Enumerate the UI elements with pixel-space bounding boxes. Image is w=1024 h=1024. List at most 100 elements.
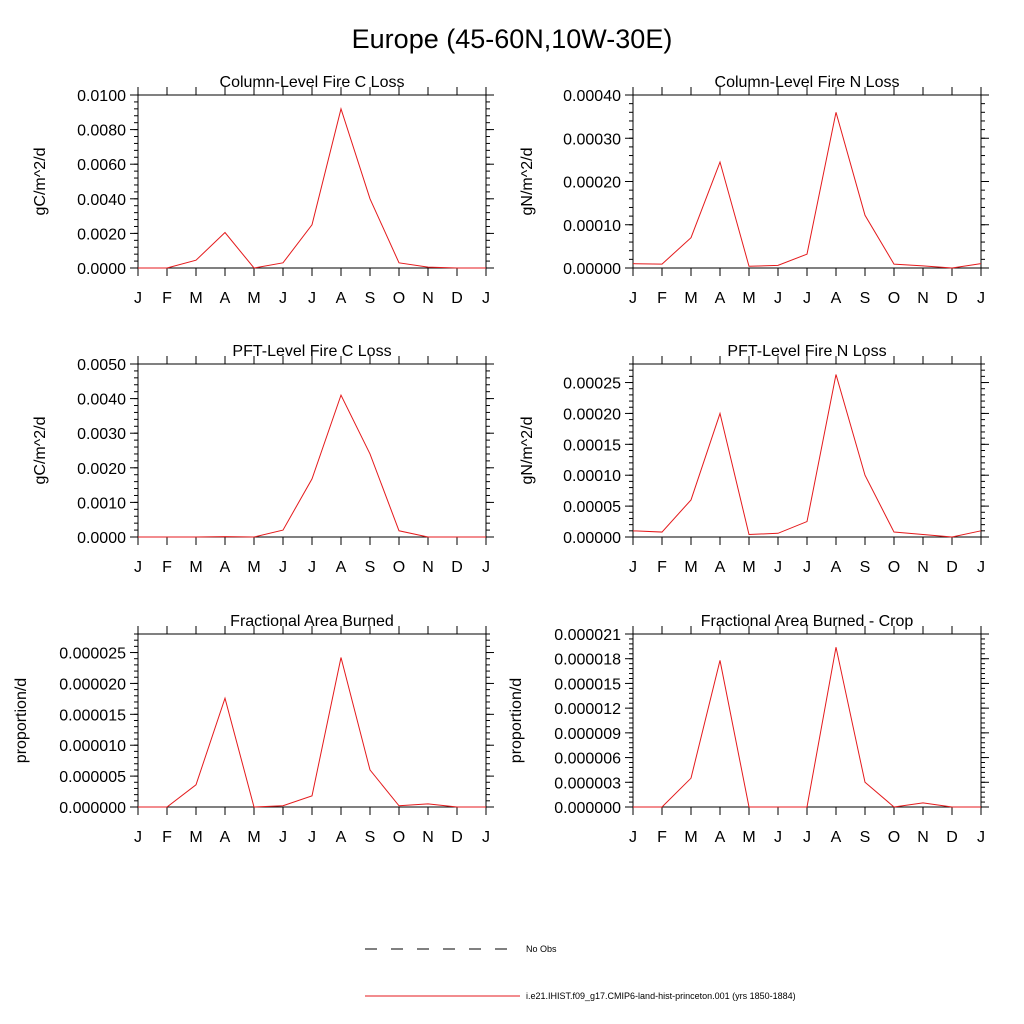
x-tick-label: M [189,829,202,846]
x-tick-label: O [888,559,900,576]
x-tick-label: S [365,559,376,576]
x-tick-label: D [946,559,958,576]
y-tick-label: 0.000025 [59,646,126,663]
x-tick-label: N [422,829,434,846]
y-tick-label: 0.0030 [77,426,126,443]
y-tick-label: 0.000021 [554,627,621,644]
series-line [632,112,982,269]
x-tick-label: J [977,829,985,846]
chart-panel: Column-Level Fire C Loss 0.0000 0.0020 0.00… [32,74,494,307]
x-tick-label: A [220,290,231,307]
chart-title: Column-Level Fire N Loss [715,74,900,91]
x-tick-label: O [888,290,900,307]
x-tick-label: J [134,290,142,307]
y-tick-label: 0.0000 [77,530,126,547]
y-tick-label: 0.00010 [563,468,621,485]
x-tick-label: J [279,290,287,307]
x-tick-label: A [831,559,842,576]
y-tick-label: 0.00005 [563,499,621,516]
x-tick-label: D [451,559,463,576]
y-axis-label: gN/m^2/d [519,417,536,485]
series-line [138,657,486,808]
chart-title: Fractional Area Burned - Crop [701,613,914,630]
y-tick-label: 0.00010 [563,218,621,235]
x-tick-label: D [946,290,958,307]
x-tick-label: F [162,829,172,846]
y-tick-label: 0.000012 [554,701,621,718]
x-tick-label: A [220,559,231,576]
x-tick-label: J [977,290,985,307]
y-tick-label: 0.000009 [554,726,621,743]
x-tick-label: J [308,559,316,576]
x-tick-label: J [629,559,637,576]
y-tick-label: 0.000020 [59,676,126,693]
chart-panel: Fractional Area Burned 0.000000 0.000005 0.… [13,613,494,846]
y-tick-label: 0.0040 [77,192,126,209]
x-tick-label: M [684,559,697,576]
x-tick-label: S [860,829,871,846]
x-tick-label: M [247,829,260,846]
x-tick-label: O [393,559,405,576]
series-line [633,647,981,808]
y-tick-label: 0.00025 [563,376,621,393]
y-tick-label: 0.0100 [77,88,126,105]
series-line [138,393,486,538]
x-tick-label: J [308,829,316,846]
x-tick-label: A [831,829,842,846]
x-tick-label: M [684,290,697,307]
plot-frame [632,363,982,538]
chart-panels: Column-Level Fire C Loss 0.0000 0.0020 0.00… [13,74,989,846]
x-tick-label: A [715,290,726,307]
x-tick-label: D [946,829,958,846]
x-tick-label: J [629,829,637,846]
x-tick-label: M [247,290,260,307]
y-tick-label: 0.0080 [77,123,126,140]
x-tick-label: N [422,290,434,307]
x-tick-label: J [482,559,490,576]
y-tick-label: 0.00015 [563,437,621,454]
y-tick-label: 0.00000 [563,530,621,547]
figure-title: Europe (45-60N,10W-30E) [352,24,673,54]
chart-title: PFT-Level Fire N Loss [727,343,886,360]
x-tick-label: J [279,559,287,576]
x-tick-label: M [684,829,697,846]
plot-frame [137,94,487,269]
y-tick-label: 0.000003 [554,775,621,792]
y-tick-label: 0.000015 [554,676,621,693]
y-tick-label: 0.00020 [563,406,621,423]
x-tick-label: N [422,559,434,576]
plot-frame [137,633,487,808]
x-tick-label: F [657,290,667,307]
plot-frame [137,363,487,538]
x-tick-label: F [657,829,667,846]
y-tick-label: 0.000018 [554,652,621,669]
x-tick-label: J [977,559,985,576]
legend-obs-label: No Obs [526,944,557,954]
chart-panel: PFT-Level Fire C Loss 0.0000 0.0010 0.0020 0… [32,343,494,576]
legend-model-label: i.e21.IHIST.f09_g17.CMIP6-land-hist-prin… [526,991,796,1001]
y-tick-label: 0.000005 [59,769,126,786]
x-tick-label: F [162,290,172,307]
y-tick-label: 0.000006 [554,751,621,768]
x-tick-label: A [336,829,347,846]
x-tick-label: N [917,559,929,576]
x-tick-label: A [715,829,726,846]
x-tick-label: J [308,290,316,307]
x-tick-label: M [189,559,202,576]
y-tick-label: 0.00000 [563,261,621,278]
x-tick-label: J [629,290,637,307]
x-tick-label: S [365,829,376,846]
x-tick-label: J [482,829,490,846]
y-tick-label: 0.000015 [59,707,126,724]
x-tick-label: A [831,290,842,307]
legend: No Obs i.e21.IHIST.f09_g17.CMIP6-land-hi… [365,944,796,1001]
chart-title: PFT-Level Fire C Loss [232,343,391,360]
x-tick-label: J [774,290,782,307]
y-tick-label: 0.000010 [59,738,126,755]
x-tick-label: O [393,290,405,307]
x-tick-label: J [774,559,782,576]
y-tick-label: 0.0050 [77,357,126,374]
y-tick-label: 0.0010 [77,495,126,512]
x-tick-label: S [860,559,871,576]
x-tick-label: A [336,559,347,576]
